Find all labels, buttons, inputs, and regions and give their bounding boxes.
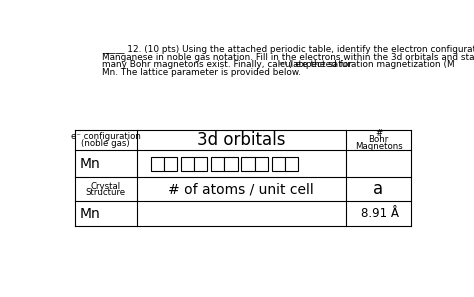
Bar — [224, 157, 237, 171]
Bar — [285, 157, 298, 171]
Text: many Bohr magnetons exist. Finally, calculate the saturation magnetization (M: many Bohr magnetons exist. Finally, calc… — [102, 60, 455, 69]
Text: 8.91 Å: 8.91 Å — [361, 207, 399, 220]
Text: a: a — [374, 180, 383, 198]
Bar — [151, 157, 164, 171]
Bar — [194, 157, 207, 171]
Bar — [255, 157, 268, 171]
Bar — [211, 157, 224, 171]
Bar — [241, 157, 255, 171]
Text: Manganese in noble gas notation. Fill in the electrons within the 3d orbitals an: Manganese in noble gas notation. Fill in… — [102, 53, 474, 61]
Text: Crystal: Crystal — [91, 182, 121, 191]
Text: Structure: Structure — [86, 188, 126, 197]
Text: Bohr: Bohr — [368, 135, 389, 144]
Text: 3d orbitals: 3d orbitals — [197, 131, 286, 149]
Text: sat: sat — [279, 61, 288, 67]
Text: Mn: Mn — [80, 157, 100, 171]
Text: Mn: Mn — [80, 206, 100, 220]
Bar — [181, 157, 194, 171]
Text: ) expected for: ) expected for — [289, 60, 352, 69]
Text: Magnetons: Magnetons — [355, 142, 402, 151]
Bar — [164, 157, 177, 171]
Text: _____ 12. (10 pts) Using the attached periodic table, identify the electron conf: _____ 12. (10 pts) Using the attached pe… — [102, 45, 474, 54]
Text: #: # — [375, 129, 382, 138]
Text: # of atoms / unit cell: # of atoms / unit cell — [168, 182, 314, 196]
Text: Mn. The lattice parameter is provided below.: Mn. The lattice parameter is provided be… — [102, 68, 301, 77]
Bar — [272, 157, 285, 171]
Text: e⁻ configuration: e⁻ configuration — [71, 132, 141, 140]
Text: (noble gas): (noble gas) — [82, 139, 130, 148]
